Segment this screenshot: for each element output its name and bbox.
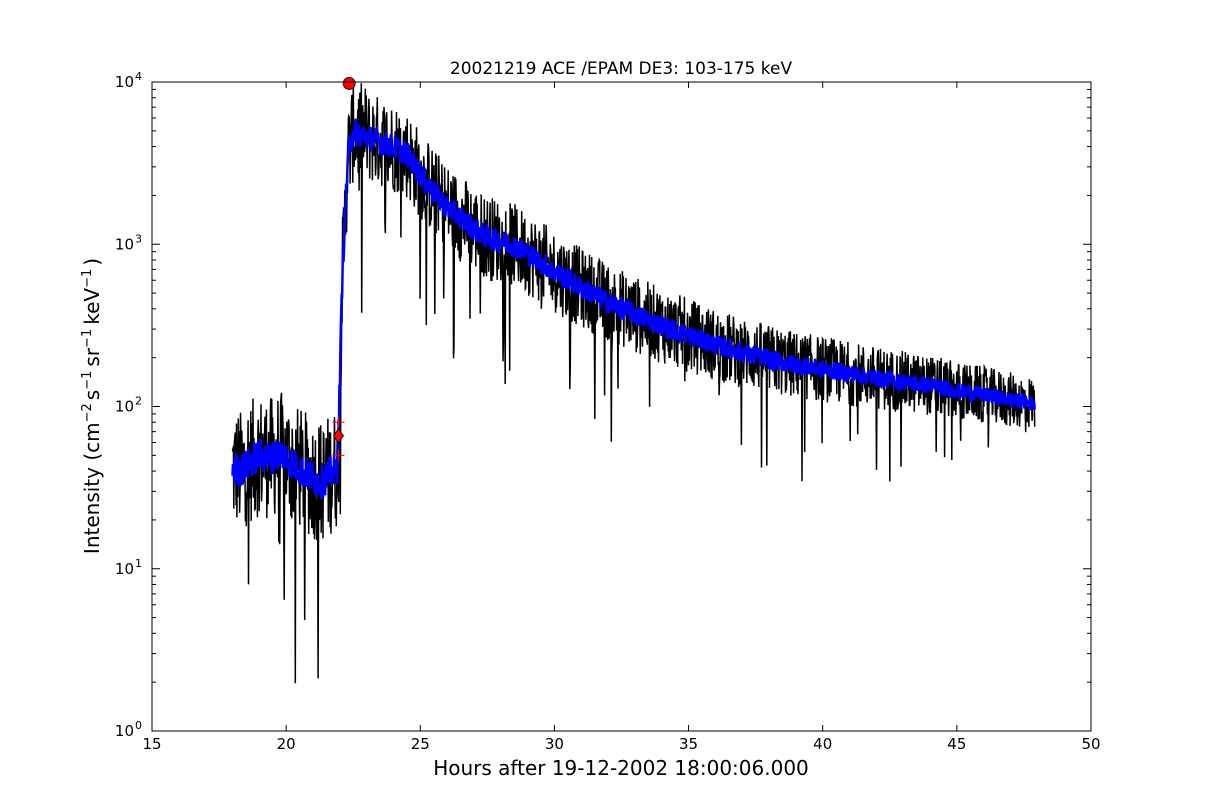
x-tick-label: 50	[1081, 735, 1100, 753]
y-tick-label: 10	[115, 560, 134, 578]
y-axis-label-suffix: )	[80, 258, 104, 266]
series-line-smoothed	[231, 118, 1036, 500]
y-axis-label-exp2: −1	[80, 371, 95, 390]
y-tick-label: 10	[115, 722, 134, 740]
x-tick-label: 35	[679, 735, 698, 753]
y-axis-label-part2: s	[80, 390, 104, 400]
y-tick-label-exponent: 2	[135, 395, 142, 408]
x-tick-label: 45	[947, 735, 966, 753]
marker-layer	[332, 77, 356, 462]
x-tick-label: 15	[142, 735, 161, 753]
y-axis-label-part3: sr	[80, 347, 104, 366]
y-axis-label-exp4: −1	[80, 269, 95, 288]
x-axis-label: Hours after 19-12-2002 18:00:06.000	[433, 756, 809, 780]
y-tick-label: 10	[115, 398, 134, 416]
y-axis-label-prefix: Intensity (cm	[80, 422, 104, 554]
peak-marker	[342, 77, 356, 90]
series-layer	[231, 82, 1036, 684]
x-tick-label: 30	[545, 735, 564, 753]
onset-bound-marker	[332, 416, 345, 429]
y-tick-label-exponent: 0	[135, 719, 142, 732]
y-axis-label-exp3: −1	[80, 329, 95, 348]
y-axis-label-exp1: −2	[80, 403, 95, 422]
y-axis-label-part4: keV	[80, 288, 104, 325]
x-tick-label: 40	[813, 735, 832, 753]
x-tick-label: 25	[411, 735, 430, 753]
y-tick-label: 10	[115, 73, 134, 91]
y-tick-label-exponent: 4	[135, 70, 142, 83]
y-tick-label-exponent: 3	[135, 232, 142, 245]
series-line-raw	[231, 82, 1036, 684]
y-tick-label-exponent: 1	[135, 557, 142, 570]
y-tick-label: 10	[115, 235, 134, 253]
onset-marker	[332, 428, 344, 444]
y-axis-label: Intensity (cm−2s−1sr−1keV−1)	[80, 258, 104, 554]
onset-bound-marker	[332, 449, 345, 462]
x-tick-label: 20	[277, 735, 296, 753]
chart-title: 20021219 ACE /EPAM DE3: 103-175 keV	[450, 59, 793, 79]
